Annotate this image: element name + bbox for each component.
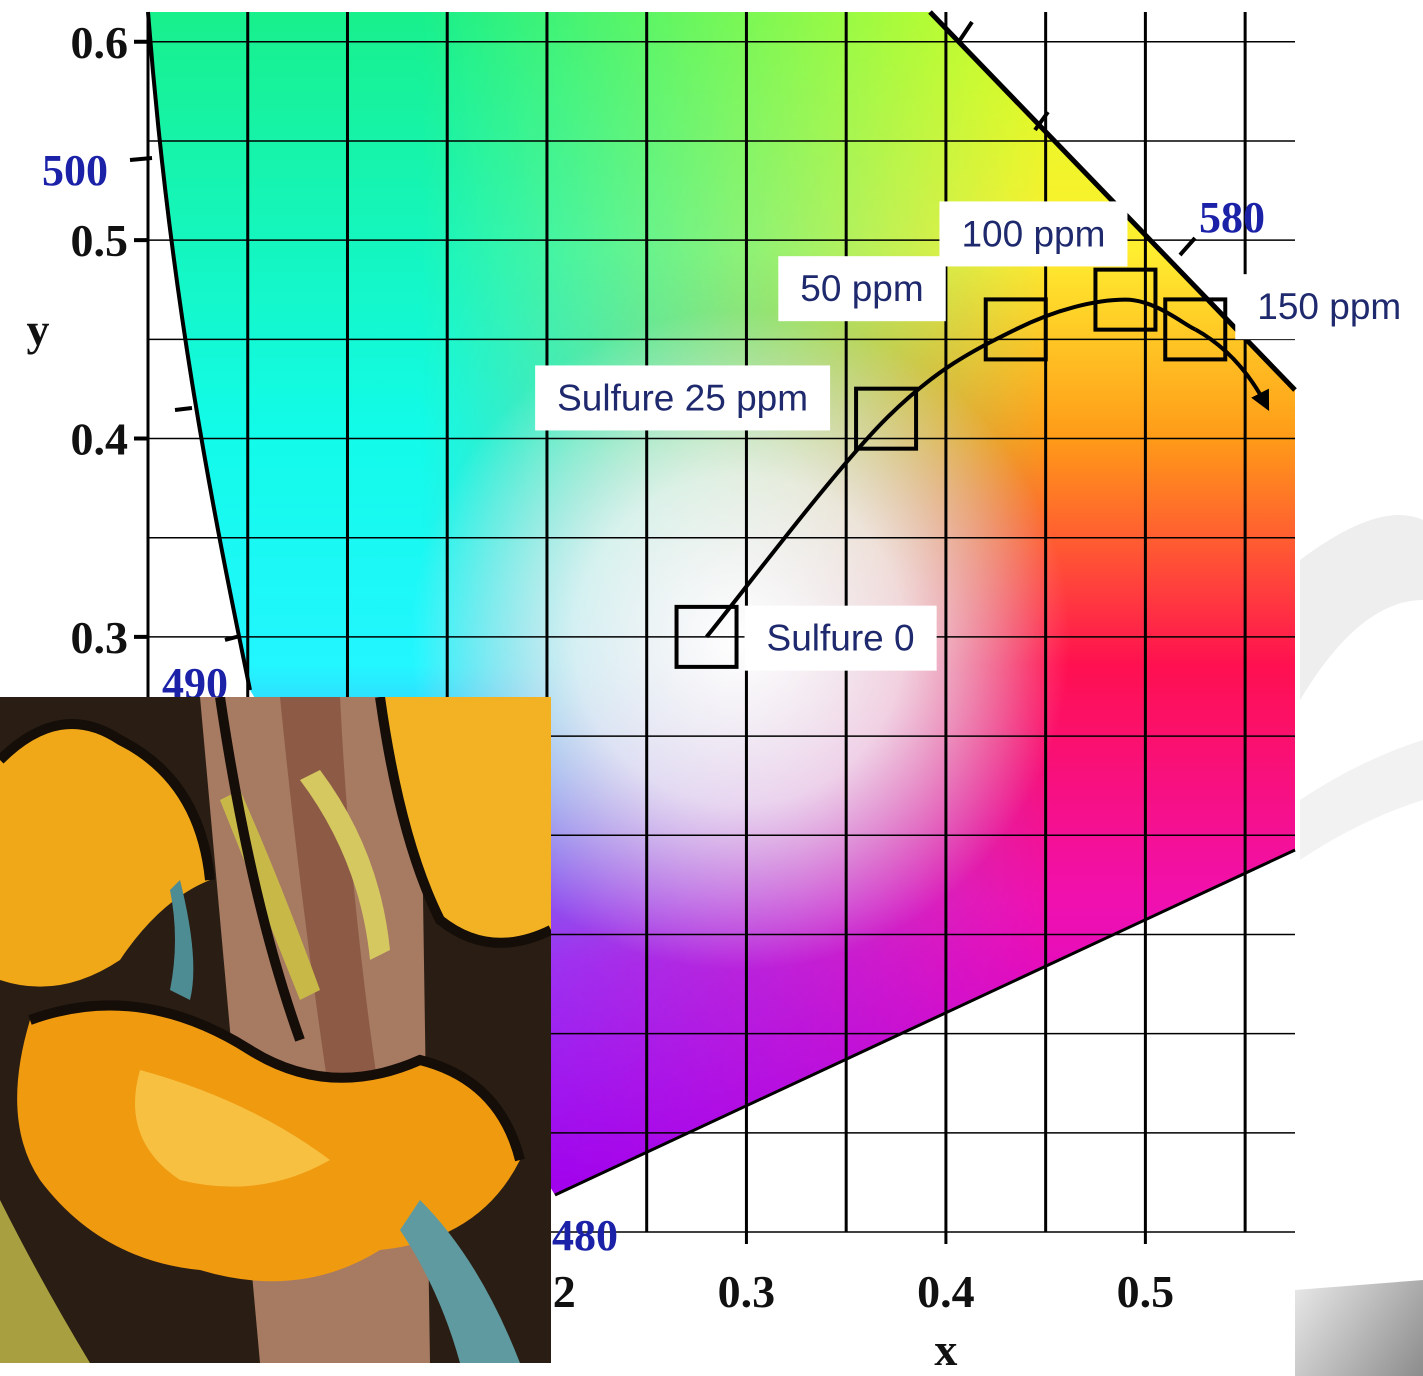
point-marker: [983, 297, 1048, 362]
spectral-locus: [928, 10, 1297, 392]
point-marker: [674, 604, 739, 669]
label-box: [535, 365, 831, 431]
label-box: [744, 605, 937, 671]
locus-ticks: [129, 20, 1197, 642]
y-tick-label: 0.6: [71, 17, 129, 68]
point-marker: [1163, 297, 1228, 362]
label-box: [1235, 274, 1423, 340]
trend-arrow: [1194, 327, 1270, 411]
swoosh: [1300, 740, 1423, 860]
point-label: 150 ppm: [1257, 286, 1401, 327]
point-marker: [854, 386, 919, 451]
spectral-locus: [146, 11, 252, 691]
wavelength-label: 580: [1199, 193, 1265, 242]
swoosh: [1300, 515, 1423, 700]
point-label: Sulfure 25 ppm: [557, 377, 808, 418]
corner-shade: [1295, 1280, 1423, 1376]
x-tick-label: 0.5: [1117, 1266, 1175, 1317]
y-tick-label: 0.3: [71, 612, 129, 663]
y-tick-label: 0.5: [71, 215, 129, 266]
purple-line: [554, 848, 1296, 1197]
label-box: [778, 256, 946, 322]
x-tick-label: 0.4: [917, 1266, 975, 1317]
point-marker: [1093, 267, 1158, 332]
point-label: 50 ppm: [800, 268, 923, 309]
label-box: [939, 201, 1128, 267]
photo: [0, 697, 551, 1363]
trend-curve: [704, 297, 1197, 639]
wavelength-label: 480: [552, 1211, 618, 1260]
y-axis-label: y: [27, 304, 50, 355]
point-label: Sulfure 0: [767, 618, 915, 659]
point-label: 100 ppm: [961, 213, 1105, 254]
y-tick-label: 0.4: [71, 414, 129, 465]
x-axis-label: x: [934, 1324, 957, 1375]
wavelength-label: 500: [42, 146, 108, 195]
x-tick-label: 0.3: [718, 1266, 776, 1317]
